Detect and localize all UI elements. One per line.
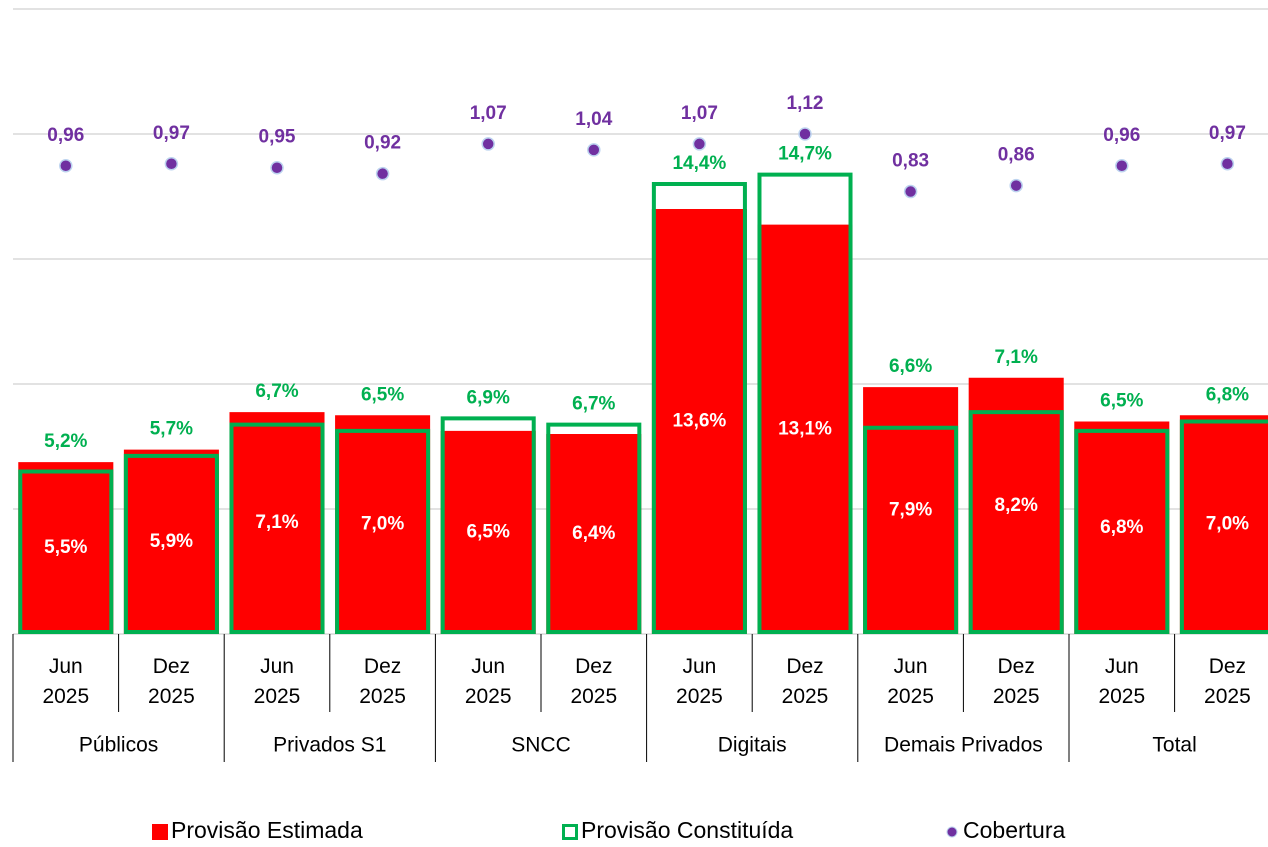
x-tick-label: Jun 2025 bbox=[1098, 655, 1146, 708]
bar-outline bbox=[863, 425, 959, 634]
group-label: Total bbox=[1152, 734, 1196, 757]
value-label: 5,5% bbox=[44, 537, 87, 558]
bar-outline bbox=[335, 428, 431, 634]
value-label: 0,96 bbox=[47, 125, 84, 146]
value-label: 0,95 bbox=[259, 127, 296, 148]
value-label: 7,0% bbox=[1206, 514, 1249, 535]
group-label: Privados S1 bbox=[273, 734, 386, 757]
value-label: 6,8% bbox=[1100, 517, 1143, 538]
bar-outline bbox=[229, 422, 325, 634]
bar-outline bbox=[123, 453, 219, 634]
x-tick-label: Dez 2025 bbox=[359, 655, 406, 708]
group-label: Demais Privados bbox=[884, 734, 1043, 757]
x-tick-label: Jun 2025 bbox=[887, 655, 934, 708]
value-label: 13,6% bbox=[672, 411, 726, 432]
legend-swatch bbox=[562, 824, 578, 840]
legend-label: Provisão Constituída bbox=[581, 817, 793, 843]
bar bbox=[229, 412, 325, 634]
legend-swatch bbox=[152, 824, 168, 840]
bar bbox=[335, 415, 431, 634]
value-label: 7,1% bbox=[255, 512, 298, 533]
value-label: 1,04 bbox=[575, 109, 612, 130]
value-label: 0,96 bbox=[1103, 125, 1140, 146]
value-label: 7,0% bbox=[361, 514, 404, 535]
bar bbox=[968, 377, 1064, 634]
value-label: 6,7% bbox=[255, 381, 298, 402]
value-label: 6,7% bbox=[572, 394, 615, 415]
bar bbox=[546, 434, 642, 634]
value-label: 1,12 bbox=[787, 93, 824, 114]
legend-label: Cobertura bbox=[963, 817, 1065, 843]
x-tick-label: Jun 2025 bbox=[676, 655, 723, 708]
bar-outline bbox=[968, 410, 1064, 634]
x-tick-label: Dez 2025 bbox=[148, 655, 195, 708]
value-label: 6,4% bbox=[572, 523, 615, 544]
x-tick-label: Jun 2025 bbox=[253, 655, 301, 708]
bar-outline bbox=[1074, 428, 1170, 634]
value-label: 6,5% bbox=[361, 384, 404, 405]
bar-outline bbox=[18, 469, 114, 634]
legend-swatch bbox=[946, 826, 958, 838]
bar-outline bbox=[757, 172, 853, 634]
dot bbox=[375, 166, 390, 181]
value-label: 1,07 bbox=[470, 103, 507, 124]
dot bbox=[1009, 178, 1023, 193]
value-label: 0,97 bbox=[1209, 123, 1246, 144]
value-label: 0,92 bbox=[364, 133, 401, 154]
value-label: 7,1% bbox=[995, 347, 1038, 368]
dot bbox=[59, 158, 73, 173]
legend-label: Provisão Estimada bbox=[171, 817, 363, 843]
bar-outline bbox=[546, 422, 642, 634]
group-label: Digitais bbox=[718, 734, 787, 757]
dot bbox=[903, 184, 918, 199]
x-tick-label: Jun 2025 bbox=[464, 655, 512, 708]
value-label: 13,1% bbox=[778, 418, 832, 439]
dot bbox=[798, 127, 812, 141]
value-label: 8,2% bbox=[995, 495, 1038, 516]
bar bbox=[1074, 421, 1170, 634]
bar bbox=[440, 430, 536, 634]
bar-outline bbox=[651, 182, 747, 634]
x-tick-label: Dez 2025 bbox=[570, 655, 618, 708]
dot bbox=[692, 137, 707, 151]
bar bbox=[1179, 415, 1268, 634]
group-label: Públicos bbox=[79, 734, 158, 757]
x-tick-label: Jun 2025 bbox=[42, 655, 90, 708]
value-label: 6,5% bbox=[1100, 391, 1143, 412]
dot bbox=[164, 157, 179, 171]
value-label: 0,86 bbox=[998, 145, 1035, 166]
x-tick-label: Dez 2025 bbox=[781, 655, 829, 708]
bar bbox=[651, 209, 747, 634]
value-label: 14,7% bbox=[778, 144, 832, 165]
dot bbox=[270, 160, 284, 175]
dot bbox=[587, 143, 601, 157]
group-label: SNCC bbox=[511, 734, 571, 757]
bar bbox=[757, 224, 853, 634]
value-label: 0,83 bbox=[892, 151, 929, 172]
value-label: 1,07 bbox=[681, 103, 718, 124]
bar bbox=[123, 449, 219, 634]
x-tick-label: Dez 2025 bbox=[1204, 655, 1251, 708]
dot bbox=[481, 137, 495, 151]
value-label: 7,9% bbox=[889, 500, 932, 521]
value-label: 14,4% bbox=[672, 153, 726, 174]
x-tick-label: Dez 2025 bbox=[992, 655, 1040, 708]
value-label: 0,97 bbox=[153, 123, 190, 144]
bar-outline bbox=[440, 416, 536, 634]
dot bbox=[1220, 157, 1235, 171]
value-label: 6,5% bbox=[467, 521, 510, 542]
value-label: 5,2% bbox=[44, 431, 87, 452]
value-label: 5,7% bbox=[150, 419, 193, 440]
value-label: 6,9% bbox=[467, 387, 510, 408]
bar-outline bbox=[1179, 419, 1268, 634]
value-label: 6,6% bbox=[889, 356, 932, 377]
bar bbox=[18, 462, 114, 634]
dot bbox=[1115, 158, 1129, 173]
value-label: 6,8% bbox=[1206, 384, 1249, 405]
value-label: 5,9% bbox=[150, 531, 193, 552]
